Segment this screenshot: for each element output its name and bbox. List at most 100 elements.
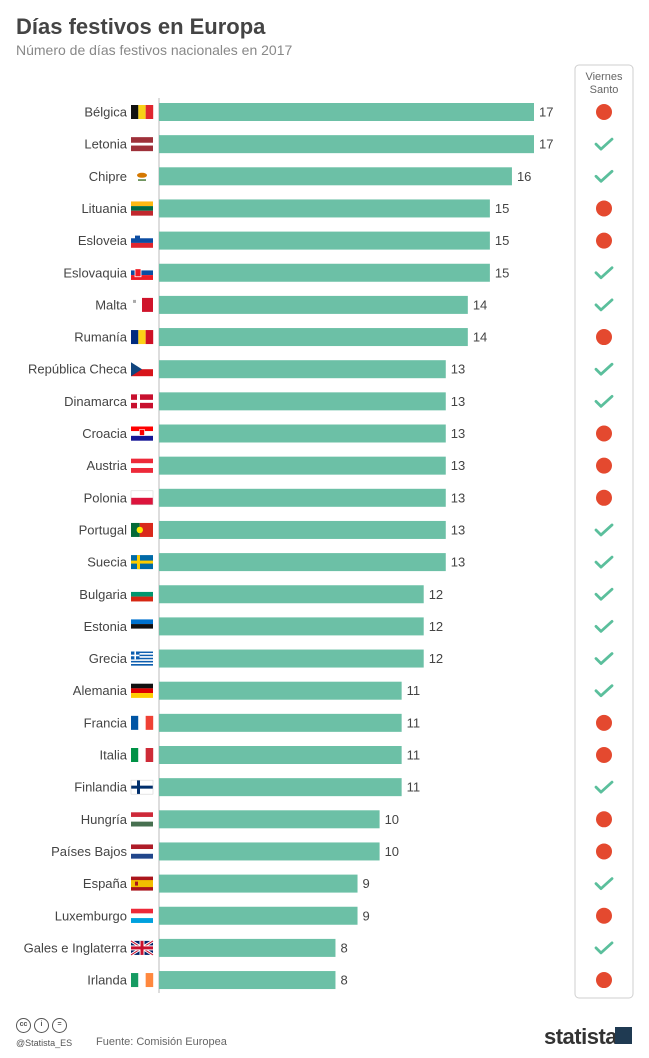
country-label: Croacia (82, 426, 128, 441)
bar-row: Irlanda 8 (87, 971, 612, 990)
value-label: 15 (495, 201, 509, 216)
bar-row: Gales e Inglaterra 8 (24, 938, 614, 957)
country-label: Austria (87, 458, 128, 473)
red-dot-icon (596, 972, 612, 989)
country-label: Dinamarca (64, 394, 128, 409)
flag-icon (131, 265, 153, 280)
bar (159, 199, 490, 218)
red-dot-icon (596, 457, 612, 474)
statista-logo-mark (615, 1027, 632, 1044)
country-label: Portugal (79, 522, 128, 537)
red-dot-icon (596, 104, 612, 120)
bar (159, 842, 380, 861)
value-label: 12 (429, 651, 443, 666)
footer-handle: @Statista_ES (16, 1038, 73, 1048)
checkmark-icon (594, 523, 614, 537)
country-label: Chipre (89, 169, 127, 184)
value-label: 15 (495, 265, 509, 280)
bar (159, 681, 402, 700)
value-label: 13 (451, 555, 465, 570)
bar-row: Italia 11 (100, 746, 612, 764)
checkmark-icon (594, 394, 614, 408)
bar-row: Esloveia 15 (78, 231, 612, 250)
flag-icon (131, 458, 153, 473)
license-icons: cc i = (16, 1018, 67, 1033)
bar (159, 392, 446, 411)
red-dot-icon (596, 811, 612, 828)
flag-icon (131, 137, 153, 152)
flag-icon (131, 105, 154, 119)
bar (159, 231, 490, 250)
bar-row: Grecia 12 (89, 649, 614, 668)
checkmark-icon (594, 780, 614, 794)
value-label: 13 (451, 394, 465, 409)
bar (159, 424, 446, 443)
country-label: Países Bajos (51, 844, 127, 859)
column-header: Santo (590, 84, 619, 96)
value-label: 14 (473, 330, 487, 345)
value-label: 10 (385, 812, 399, 827)
value-label: 11 (407, 715, 421, 730)
red-dot-icon (596, 425, 612, 442)
flag-icon (131, 844, 153, 859)
column-header: Viernes (585, 71, 623, 83)
value-label: 13 (451, 458, 465, 473)
checkmark-icon (594, 877, 614, 890)
bar (159, 553, 446, 572)
bar (159, 874, 358, 893)
bar-row: Luxemburgo 9 (55, 906, 612, 925)
checkmark-icon (594, 555, 614, 569)
value-label: 15 (495, 233, 509, 248)
country-label: Grecia (89, 651, 128, 666)
bar-row: Chipre 16 (89, 167, 614, 186)
bar (159, 938, 336, 957)
bar (159, 488, 446, 507)
flag-icon (131, 748, 154, 762)
checkmark-icon (594, 137, 614, 151)
country-label: Eslovaquia (63, 265, 127, 280)
checkmark-icon (594, 652, 614, 665)
flag-icon (131, 233, 153, 248)
country-label: Suecia (87, 555, 128, 570)
flag-icon (131, 683, 153, 698)
value-label: 13 (451, 522, 465, 537)
value-label: 9 (363, 908, 370, 923)
value-label: 13 (451, 362, 465, 377)
flag-icon (131, 876, 153, 891)
bar-row: Dinamarca 13 (64, 392, 614, 411)
flag-icon (131, 201, 153, 216)
bar (159, 778, 402, 797)
country-label: Lituania (81, 201, 127, 216)
bar-row: Polonia 13 (84, 488, 612, 507)
red-dot-icon (596, 232, 612, 249)
bar-row: Austria 13 (87, 456, 612, 475)
bar-row: Finlandia 11 (74, 778, 614, 797)
flag-icon (131, 362, 153, 377)
value-label: 12 (429, 587, 443, 602)
bar-row: España 9 (83, 874, 614, 893)
checkmark-icon (594, 362, 614, 376)
value-label: 9 (363, 876, 370, 891)
bar-row: Croacia 13 (82, 424, 612, 443)
value-label: 8 (340, 940, 347, 955)
bar-row: Estonia 12 (84, 617, 614, 636)
bar (159, 263, 490, 282)
no-derivatives-icon: = (52, 1018, 67, 1033)
country-label: Polonia (84, 490, 128, 505)
flag-icon (131, 973, 154, 988)
bar (159, 971, 336, 990)
flag-icon (131, 812, 153, 827)
value-label: 13 (451, 426, 465, 441)
checkmark-icon (594, 587, 614, 601)
value-label: 11 (407, 780, 421, 795)
value-label: 11 (407, 683, 421, 698)
red-dot-icon (596, 329, 612, 346)
flag-icon (131, 587, 153, 602)
bar-row: Hungría 10 (81, 810, 612, 829)
bar-row: Países Bajos 10 (51, 842, 612, 861)
flag-icon (131, 522, 153, 537)
footer-source: Fuente: Comisión Europea (96, 1036, 227, 1048)
bar (159, 103, 534, 121)
country-label: Esloveia (78, 233, 128, 248)
checkmark-icon (594, 298, 614, 312)
